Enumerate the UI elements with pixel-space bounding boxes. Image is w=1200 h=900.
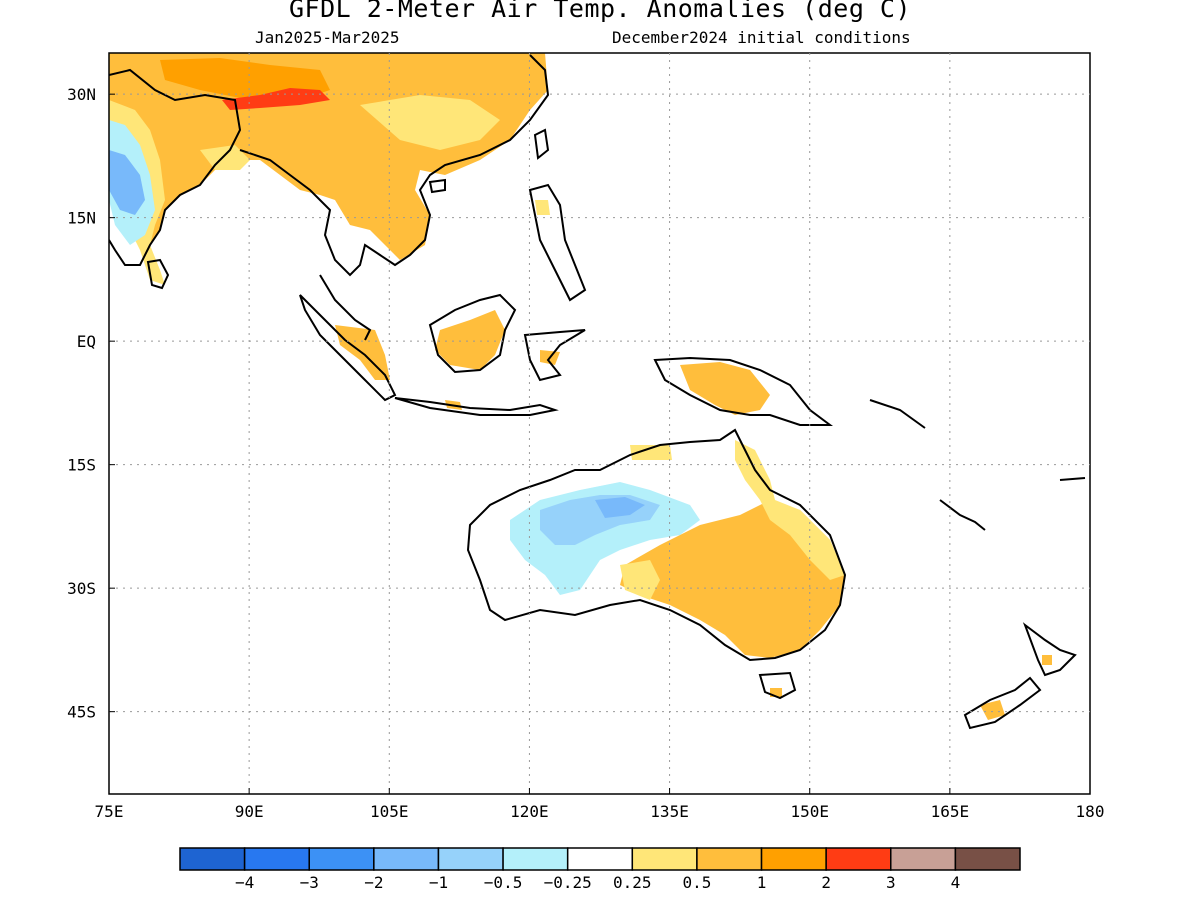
gridlines: [109, 53, 1090, 794]
philippines-coastline: [528, 183, 587, 302]
lon-tick-label: 120E: [510, 802, 549, 821]
colorbar-label: −1: [429, 873, 448, 892]
lat-tick-label: 15S: [67, 456, 96, 475]
colorbar-swatch: [179, 847, 246, 871]
forecast-period: Jan2025-Mar2025: [255, 28, 400, 47]
colorbar-label: 2: [821, 873, 831, 892]
lon-tick-label: 180: [1076, 802, 1105, 821]
initial-conditions: December2024 initial conditions: [612, 28, 911, 47]
sulawesi-coastline: [523, 329, 586, 382]
australia-cool-core: [595, 497, 645, 518]
colorbar-label: 1: [757, 873, 767, 892]
colorbar-swatch: [373, 847, 440, 871]
colorbar-swatch: [631, 847, 698, 871]
lat-tick-label: EQ: [77, 332, 96, 351]
sri-lanka-coastline: [146, 258, 170, 290]
colorbar-label: 4: [951, 873, 961, 892]
plot-frame: [108, 52, 1091, 795]
new-zealand-warm: [980, 700, 1005, 720]
map-title: GFDL 2-Meter Air Temp. Anomalies (deg C): [288, 0, 912, 23]
tibet-hot: [222, 88, 330, 110]
lat-tick-label: 30S: [67, 579, 96, 598]
hainan-coastline: [428, 178, 446, 194]
australia-warm: [620, 500, 845, 658]
new-zealand-warm-north: [1042, 655, 1052, 665]
colorbar-swatch: [437, 847, 504, 871]
asia-light-warm-3: [360, 95, 500, 150]
taiwan-coastline: [533, 128, 550, 160]
asia-coastline: [109, 68, 242, 266]
lat-tick-label: 45S: [67, 703, 96, 722]
sumatra-coastline: [299, 294, 397, 402]
colorbar-swatch: [243, 847, 310, 871]
lat-tick-labels: 30N 15N EQ 15S 30S 45S: [67, 85, 115, 722]
philippines-warm: [535, 200, 550, 215]
lon-tick-label: 90E: [235, 802, 264, 821]
new-zealand-south-coastline: [963, 676, 1042, 730]
lon-tick-label: 150E: [790, 802, 829, 821]
asia-warm-anomaly: [109, 53, 548, 260]
lat-tick-label: 15N: [67, 209, 96, 228]
colorbar-swatch: [566, 847, 634, 871]
australia-north-warm: [630, 445, 672, 460]
colorbar-swatch: [696, 847, 763, 871]
anomaly-shading: [109, 53, 1052, 720]
borneo-warm: [435, 310, 505, 370]
malay-peninsula-coastline: [319, 274, 372, 341]
mainland-se-asia-coastline: [239, 54, 550, 277]
lon-tick-label: 75E: [95, 802, 124, 821]
lon-tick-label: 165E: [931, 802, 970, 821]
australia-light-warm-south: [620, 560, 660, 600]
new-zealand-north-coastline: [1022, 622, 1077, 677]
lon-tick-label: 135E: [650, 802, 689, 821]
colorbar-swatch: [890, 847, 957, 871]
australia-coastline: [466, 428, 847, 662]
colorbar-swatch: [825, 847, 892, 871]
colorbar-swatch: [954, 847, 1021, 871]
colorbar-label: −3: [300, 873, 319, 892]
java-coastline: [394, 397, 559, 416]
pacific-islands-coastline: [869, 399, 1086, 531]
colorbar: [179, 847, 1021, 871]
colorbar-labels: −4 −3 −2 −1 −0.5 −0.25 0.25 0.5 1 2 3 4: [235, 873, 960, 892]
australia-light-warm-east: [735, 440, 845, 580]
colorbar-label: 0.25: [613, 873, 652, 892]
new-guinea-warm: [680, 362, 770, 415]
colorbar-swatch: [760, 847, 827, 871]
coastlines: [109, 54, 1086, 730]
lon-tick-labels: 75E 90E 105E 120E 135E 150E 165E 180: [95, 788, 1105, 821]
lat-tick-label: 30N: [67, 85, 96, 104]
colorbar-swatch: [308, 847, 375, 871]
asia-light-warm-2: [200, 145, 250, 170]
colorbar-label: −4: [235, 873, 254, 892]
colorbar-label: −0.25: [544, 873, 592, 892]
india-cool-inner: [109, 150, 145, 215]
colorbar-label: 0.5: [682, 873, 711, 892]
tasmania-coastline: [758, 671, 797, 700]
new-guinea-coastline: [653, 356, 833, 426]
colorbar-label: −2: [364, 873, 383, 892]
borneo-coastline: [428, 293, 517, 374]
colorbar-label: −0.5: [484, 873, 523, 892]
colorbar-swatch: [502, 847, 569, 871]
colorbar-label: 3: [886, 873, 896, 892]
lon-tick-label: 105E: [370, 802, 409, 821]
